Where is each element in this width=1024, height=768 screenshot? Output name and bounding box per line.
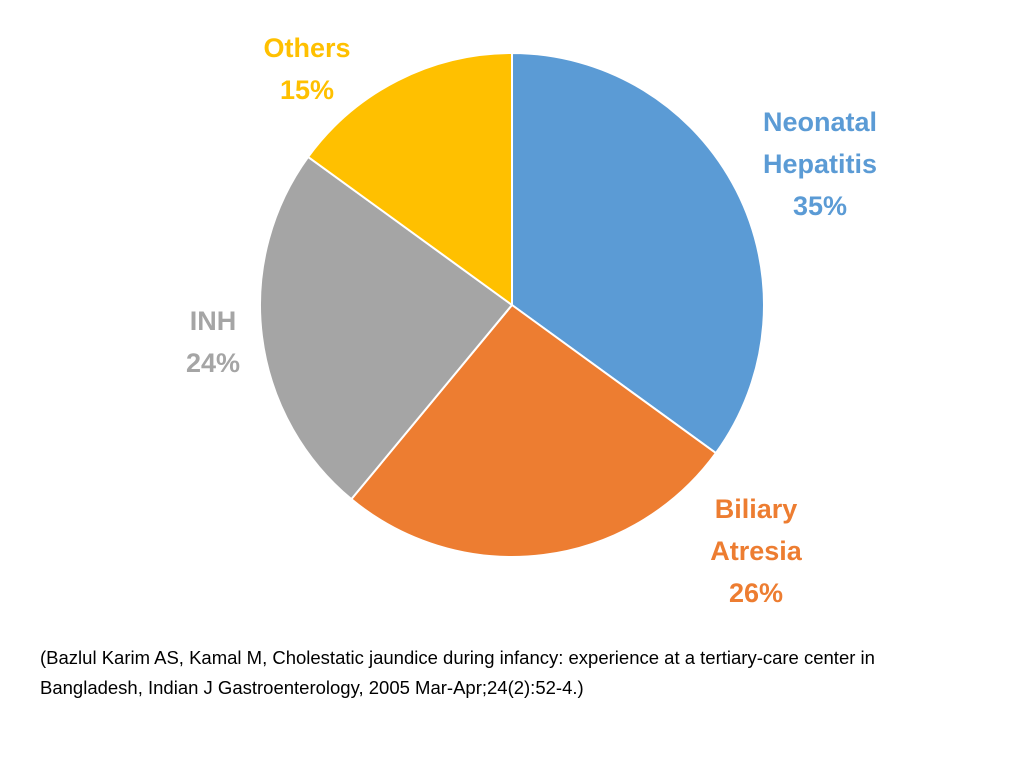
pie-labels: Neonatal Hepatitis 35% Biliary Atresia 26% INH…: [186, 33, 877, 608]
pie-slice-others: [307, 52, 513, 306]
data-label-value: 35%: [793, 191, 847, 221]
data-label-inh: INH 24%: [186, 306, 240, 378]
pie-slice-neonatal-hepatitis: [511, 52, 765, 455]
data-label-value: 24%: [186, 348, 240, 378]
data-label-biliary-atresia: Biliary Atresia 26%: [710, 494, 803, 608]
data-label-others: Others 15%: [263, 33, 350, 105]
pie-slice-biliary-atresia: [350, 304, 717, 558]
data-label-category: Biliary: [715, 494, 798, 524]
data-label-category: Neonatal: [763, 107, 877, 137]
data-label-category: Hepatitis: [763, 149, 877, 179]
data-label-category: INH: [190, 306, 237, 336]
data-label-neonatal-hepatitis: Neonatal Hepatitis 35%: [763, 107, 877, 221]
citation-line-2: Bangladesh, Indian J Gastroenterology, 2…: [40, 677, 584, 698]
citation-line-1: (Bazlul Karim AS, Kamal M, Cholestatic j…: [40, 647, 875, 668]
pie-slice-inh: [259, 155, 513, 501]
citation: (Bazlul Karim AS, Kamal M, Cholestatic j…: [40, 643, 1000, 703]
data-label-value: 26%: [729, 578, 783, 608]
data-label-category: Atresia: [710, 536, 803, 566]
data-label-category: Others: [263, 33, 350, 63]
pie-slices: [259, 52, 765, 558]
data-label-value: 15%: [280, 75, 334, 105]
